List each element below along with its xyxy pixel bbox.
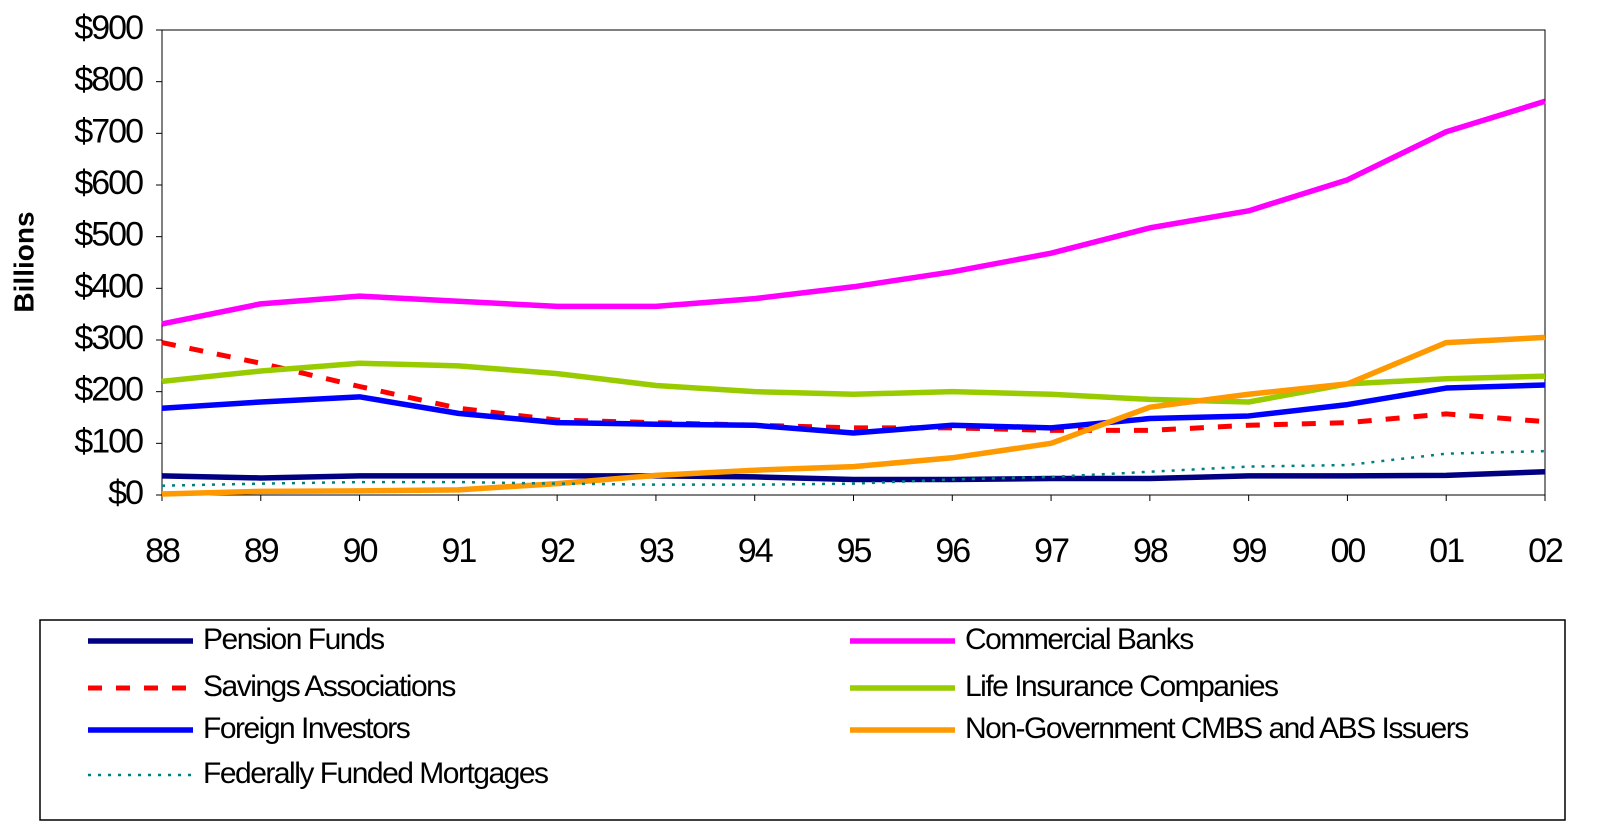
x-tick-label: 89	[244, 532, 279, 570]
y-tick-label: $800	[74, 61, 143, 99]
x-tick-label: 01	[1429, 532, 1464, 570]
x-tick-label: 90	[343, 532, 378, 570]
x-tick-label: 02	[1528, 532, 1563, 570]
y-tick-label: $200	[74, 371, 143, 409]
legend-label: Pension Funds	[203, 623, 384, 656]
series-line	[161, 334, 1546, 497]
y-tick-label: $400	[74, 267, 143, 305]
series-line	[161, 449, 1546, 487]
legend-label: Foreign Investors	[203, 712, 410, 745]
x-tick-label: 99	[1232, 532, 1267, 570]
y-tick-label: $500	[74, 216, 143, 254]
x-tick-label: 00	[1331, 532, 1366, 570]
legend-label: Non-Government CMBS and ABS Issuers	[965, 712, 1468, 745]
x-tick-label: 98	[1133, 532, 1168, 570]
x-tick-label: 94	[738, 532, 773, 570]
y-tick-label: $300	[74, 319, 143, 357]
y-tick-label: $600	[74, 164, 143, 202]
legend-label: Life Insurance Companies	[965, 670, 1278, 703]
series-line	[161, 98, 1546, 327]
series-line	[161, 340, 1546, 433]
y-tick-label: $0	[108, 474, 143, 512]
x-tick-label: 95	[837, 532, 872, 570]
series-line	[161, 382, 1546, 436]
legend-label: Federally Funded Mortgages	[203, 757, 548, 790]
y-tick-label: $900	[74, 9, 143, 47]
legend-box	[39, 619, 1566, 821]
x-tick-label: 92	[540, 532, 575, 570]
legend-label: Savings Associations	[203, 670, 455, 703]
x-tick-label: 96	[935, 532, 970, 570]
legend-label: Commercial Banks	[965, 623, 1193, 656]
y-tick-label: $700	[74, 112, 143, 150]
x-tick-label: 88	[145, 532, 180, 570]
series-line	[161, 469, 1546, 483]
y-axis-label: Billions	[8, 211, 39, 312]
x-tick-label: 91	[441, 532, 476, 570]
x-tick-label: 93	[639, 532, 674, 570]
y-tick-label: $100	[74, 422, 143, 460]
x-tick-label: 97	[1034, 532, 1069, 570]
